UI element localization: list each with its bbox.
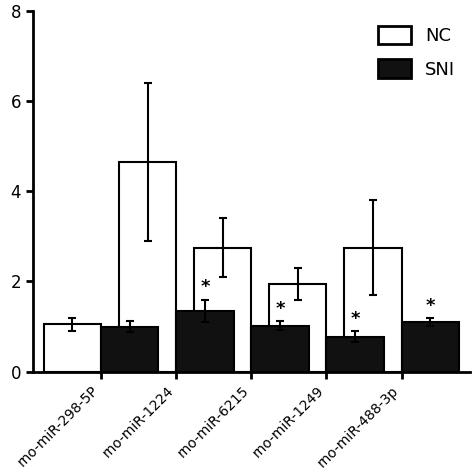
Legend: NC, SNI: NC, SNI [373,20,461,84]
Bar [251,326,309,372]
Text: *: * [426,297,435,315]
Bar [327,337,384,372]
Bar [101,327,158,372]
Bar [119,162,176,372]
Text: *: * [275,300,285,318]
Text: *: * [200,278,210,296]
Bar [344,248,401,372]
Bar [194,248,251,372]
Bar [269,284,327,372]
Bar [401,322,459,372]
Bar [44,324,101,372]
Bar [176,311,234,372]
Text: *: * [350,310,360,328]
